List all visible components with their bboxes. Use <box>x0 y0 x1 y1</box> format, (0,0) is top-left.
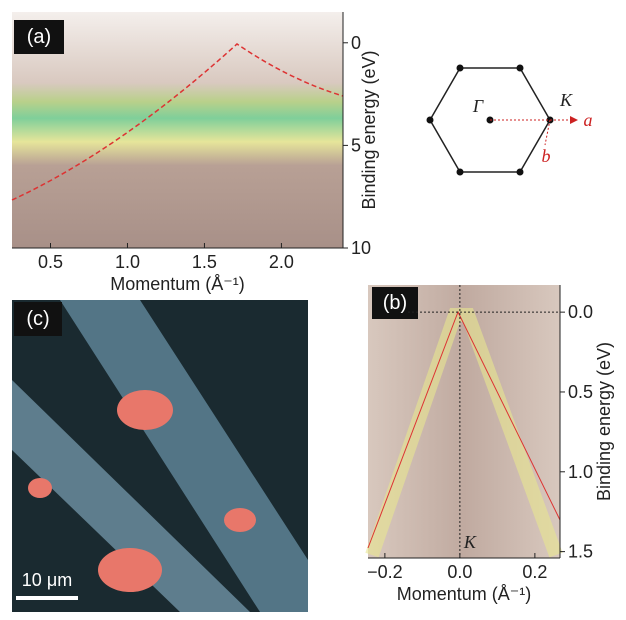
panel-label: (a) <box>27 26 51 48</box>
domain <box>28 478 52 498</box>
panel-label-bg <box>372 287 418 319</box>
scale-bar <box>16 596 78 600</box>
y-axis-label: Binding energy (eV) <box>594 342 614 501</box>
annotation: K <box>463 532 477 552</box>
arpes-image <box>12 12 343 248</box>
x-tick-label: 0.2 <box>522 562 547 582</box>
y-tick-label: 1.0 <box>568 462 593 482</box>
domain <box>98 548 162 592</box>
b-label: b <box>542 146 551 166</box>
x-tick-label: 1.5 <box>192 252 217 272</box>
band <box>365 308 563 558</box>
y-tick-label: 0.5 <box>568 382 593 402</box>
domain <box>224 508 256 532</box>
k-label: K <box>559 90 573 110</box>
panel-label-bg <box>14 20 64 54</box>
panel-label: (b) <box>383 292 407 314</box>
arpes-image <box>368 285 560 558</box>
x-tick-label: −0.2 <box>367 562 403 582</box>
x-tick-label: 0.5 <box>38 252 63 272</box>
y-tick-label: 10 <box>351 238 371 258</box>
a-label: a <box>584 110 593 130</box>
panel-label-bg <box>14 302 62 336</box>
y-tick-label: 0 <box>351 33 361 53</box>
x-tick-label: 0.0 <box>447 562 472 582</box>
x-tick-label: 1.0 <box>115 252 140 272</box>
y-tick-label: 5 <box>351 135 361 155</box>
cut-b <box>544 119 551 146</box>
stripe <box>60 300 308 612</box>
y-axis-label: Binding energy (eV) <box>359 50 379 209</box>
domain <box>117 390 173 430</box>
dashed-curve <box>11 43 344 201</box>
x-tick-label: 2.0 <box>269 252 294 272</box>
x-axis-label: Momentum (Å⁻¹) <box>397 584 532 604</box>
panel-label: (c) <box>26 308 49 330</box>
gamma-label: Γ <box>472 96 484 116</box>
y-tick-label: 1.5 <box>568 542 593 562</box>
x-axis-label: Momentum (Å⁻¹) <box>110 274 245 294</box>
scale-bar-label: 10 μm <box>22 570 72 590</box>
arrow <box>570 116 578 124</box>
y-tick-label: 0.0 <box>568 302 593 322</box>
stripe <box>12 380 250 612</box>
